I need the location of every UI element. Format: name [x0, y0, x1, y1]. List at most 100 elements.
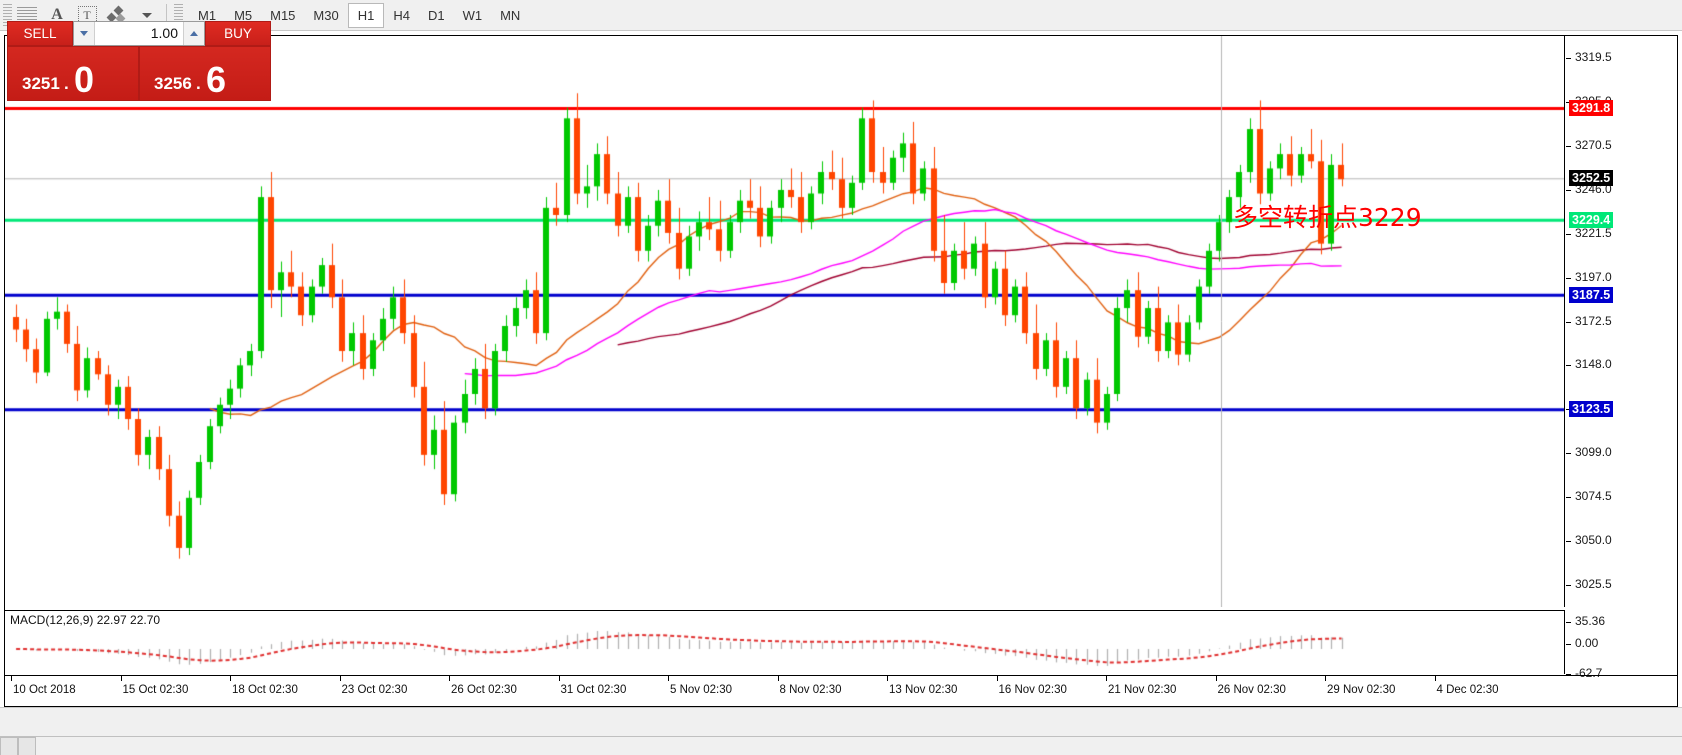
time-tick [339, 676, 341, 681]
timeframe-m15[interactable]: M15 [270, 7, 296, 23]
sell-price-box[interactable]: 3251 . 0 [7, 46, 139, 101]
time-tick [1434, 676, 1436, 681]
price-tick [1566, 58, 1571, 60]
buy-price-integer: 3256 [154, 74, 192, 93]
volume-increment-button[interactable] [183, 22, 204, 45]
sell-price-fraction: 0 [74, 59, 95, 100]
terminal-tab[interactable] [0, 737, 18, 755]
price-badge-resistance-line[interactable]: 3291.8 [1569, 99, 1614, 116]
buy-price-separator: . [196, 74, 201, 93]
price-tick [1566, 102, 1571, 104]
timeframe-m30[interactable]: M30 [313, 7, 339, 23]
time-tick-label: 26 Nov 02:30 [1217, 684, 1286, 696]
time-tick [120, 676, 122, 681]
sell-button[interactable]: SELL [7, 21, 73, 46]
time-axis[interactable]: 10 Oct 2018 15 Oct 02:30 18 Oct 02:30 23 Oc… [5, 675, 1677, 706]
font-icon[interactable]: A [51, 6, 63, 23]
price-tick [1566, 189, 1571, 191]
buy-price-box[interactable]: 3256 . 6 [139, 46, 271, 101]
price-tick-label: 3197.0 [1575, 269, 1612, 284]
time-tick-label: 29 Nov 02:30 [1327, 684, 1396, 696]
macd-tick [1566, 644, 1571, 645]
sell-price-separator: . [64, 74, 69, 93]
time-tick-label: 4 Dec 02:30 [1436, 684, 1499, 696]
time-tick [1106, 676, 1107, 681]
time-tick-label: 5 Nov 02:30 [670, 684, 733, 696]
objects-dropdown-icon[interactable] [132, 2, 162, 28]
price-axis[interactable]: 3319.53295.03270.53246.03221.53197.03172… [1566, 36, 1677, 607]
timeframe-mn[interactable]: MN [500, 7, 521, 23]
price-tick [1566, 277, 1571, 279]
timeframe-m1[interactable]: M1 [198, 7, 217, 23]
toolbar-divider [166, 4, 167, 26]
price-badge-pivot-line[interactable]: 3229.4 [1569, 211, 1614, 228]
macd-tick-label: 35.36 [1575, 614, 1606, 628]
timeframe-h1[interactable]: H1 [347, 2, 385, 28]
timeframe-w1[interactable]: W1 [462, 7, 483, 23]
time-tick-label: 23 Oct 02:30 [341, 684, 408, 696]
time-tick [558, 676, 560, 681]
time-tick-label: 26 Oct 02:30 [451, 684, 517, 696]
time-tick [887, 676, 888, 681]
time-tick-label: 31 Oct 02:30 [560, 684, 627, 696]
price-tick [1566, 146, 1571, 148]
volume-input-group[interactable]: 1.00 [73, 21, 205, 46]
chart-annotation-text: 多空转折点3229 [1233, 203, 1422, 232]
trade-price-row: 3251 . 0 3256 . 6 [7, 46, 271, 101]
price-tick [1566, 540, 1571, 542]
sell-price-integer: 3251 [22, 74, 60, 93]
volume-decrement-button[interactable] [74, 22, 95, 45]
price-tick-label: 3099.0 [1575, 445, 1612, 460]
terminal-tab[interactable] [18, 737, 36, 755]
time-tick-label: 15 Oct 02:30 [122, 684, 189, 696]
macd-axis: 35.36 0.00 -62.7 [1566, 610, 1677, 680]
time-tick [1215, 676, 1217, 681]
time-tick [777, 676, 779, 681]
chart-window: CHINA300-,H1 3250.9 3264.8 3247.2 3252.5… [4, 35, 1678, 707]
timeframe-h4[interactable]: H4 [393, 7, 410, 23]
price-tick-label: 3074.5 [1575, 488, 1612, 503]
price-pane[interactable]: CHINA300-,H1 3250.9 3264.8 3247.2 3252.5… [5, 36, 1565, 607]
time-tick-label: 10 Oct 2018 [13, 684, 76, 696]
time-tick [996, 676, 998, 681]
macd-tick [1566, 674, 1571, 675]
trade-controls-row: SELL 1.00 BUY [7, 21, 271, 46]
price-tick-label: 3148.0 [1575, 357, 1612, 372]
price-badge-support-line-2[interactable]: 3123.5 [1569, 401, 1614, 418]
price-tick [1566, 584, 1571, 586]
time-tick-label: 18 Oct 02:30 [232, 684, 298, 696]
price-tick [1566, 496, 1571, 498]
price-tick [1566, 321, 1571, 323]
volume-input[interactable]: 1.00 [150, 25, 178, 41]
one-click-trading-panel[interactable]: SELL 1.00 BUY 3251 . 0 3256 . 6 [7, 21, 271, 131]
price-badge-current-price[interactable]: 3252.5 [1569, 170, 1614, 187]
price-tick [1566, 365, 1571, 367]
price-tick [1566, 453, 1571, 455]
time-tick-label: 21 Nov 02:30 [1108, 684, 1177, 696]
price-tick-label: 3172.5 [1575, 313, 1612, 328]
macd-tick [1566, 622, 1571, 623]
grip-handle[interactable] [3, 4, 12, 26]
price-tick [1566, 233, 1571, 235]
timeframe-grip-handle[interactable] [174, 4, 183, 26]
time-tick [230, 676, 231, 681]
status-bar [0, 707, 1682, 755]
timeframe-bar: M1 M5 M15 M30 H1 H4 D1 W1 MN [189, 2, 529, 28]
macd-pane[interactable]: MACD(12,26,9) 22.97 22.70 [5, 610, 1565, 674]
timeframe-m5[interactable]: M5 [234, 7, 253, 23]
time-tick-label: 16 Nov 02:30 [998, 684, 1067, 696]
buy-button[interactable]: BUY [205, 21, 271, 46]
terminal-tabs [0, 736, 1682, 755]
price-tick-label: 3025.5 [1575, 576, 1612, 591]
price-tick-label: 3319.5 [1575, 50, 1612, 65]
macd-canvas [5, 611, 1564, 674]
macd-header: MACD(12,26,9) 22.97 22.70 [10, 613, 161, 627]
price-tick-label: 3270.5 [1575, 138, 1612, 153]
price-tick-label: 3050.0 [1575, 532, 1612, 547]
candlestick-canvas[interactable] [5, 36, 1564, 607]
timeframe-d1[interactable]: D1 [427, 7, 445, 23]
time-tick [668, 676, 669, 681]
price-badge-support-line-1[interactable]: 3187.5 [1569, 286, 1614, 303]
macd-tick-label: -62.7 [1575, 666, 1603, 680]
